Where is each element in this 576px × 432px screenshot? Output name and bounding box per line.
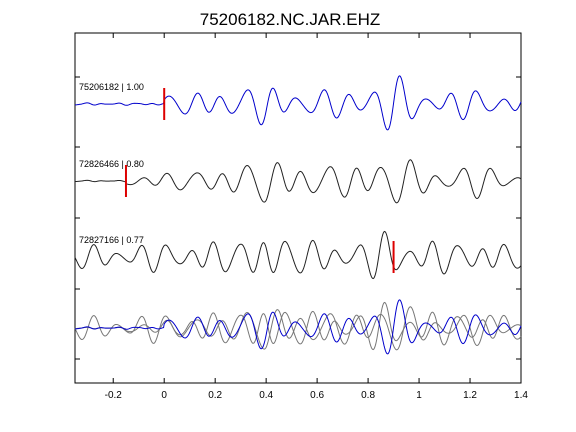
overlay-trace-72827166 — [74, 301, 522, 351]
plot-frame — [74, 32, 522, 384]
overlay-panel — [74, 299, 522, 355]
x-tick-label: -0.2 — [105, 390, 123, 401]
trace-72827166: 72827166 | 0.77 — [74, 230, 522, 280]
trace-label: 75206182 | 1.00 — [79, 82, 144, 92]
x-tick-label: 0.8 — [361, 390, 375, 401]
trace-panels: 75206182 | 1.00 72826466 | 0.80 72827166 |… — [74, 75, 522, 280]
overlay-trace-75206182 — [75, 299, 522, 355]
y-axis-ticks — [75, 32, 521, 360]
x-tick-label: 1.2 — [463, 390, 477, 401]
trace-75206182: 75206182 | 1.00 — [75, 75, 522, 131]
trace-label: 72826466 | 0.80 — [79, 159, 144, 169]
trace-line — [74, 230, 522, 280]
trace-label: 72827166 | 0.77 — [79, 235, 144, 245]
x-tick-label: 1 — [416, 390, 422, 401]
trace-72826466: 72826466 | 0.80 — [75, 159, 522, 204]
x-tick-label: 0 — [161, 390, 167, 401]
chart-title: 75206182.NC.JAR.EHZ — [200, 10, 380, 29]
x-tick-label: 0.6 — [310, 390, 324, 401]
x-tick-label: 0.4 — [259, 390, 273, 401]
x-tick-label: 0.2 — [208, 390, 222, 401]
x-axis: -0.2 0 0.2 0.4 0.6 0.8 1 1.2 1.4 — [105, 33, 528, 401]
x-tick-label: 1.4 — [514, 390, 528, 401]
trace-line — [75, 75, 522, 131]
trace-line — [75, 159, 522, 204]
